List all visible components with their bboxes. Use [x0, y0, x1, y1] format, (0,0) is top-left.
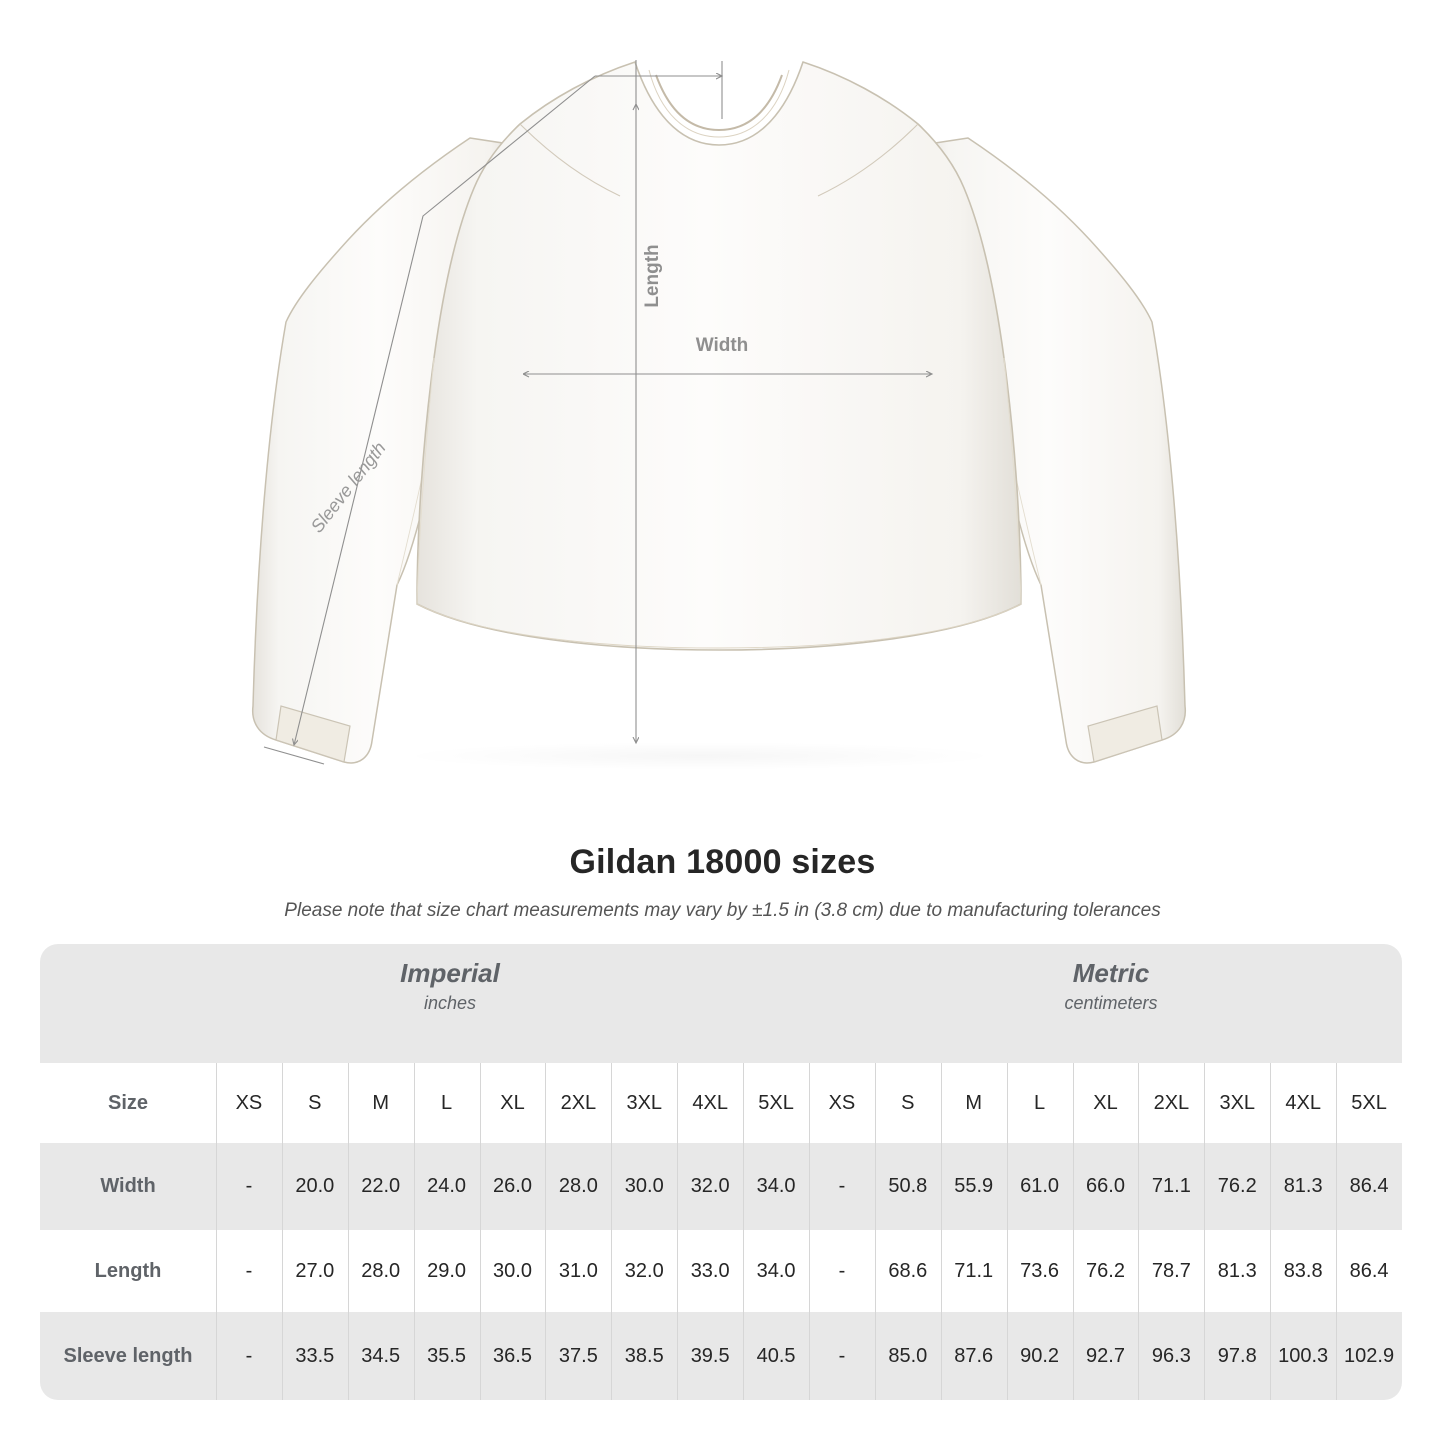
svg-text:Width: Width: [696, 335, 749, 356]
svg-text:Length: Length: [642, 244, 663, 307]
